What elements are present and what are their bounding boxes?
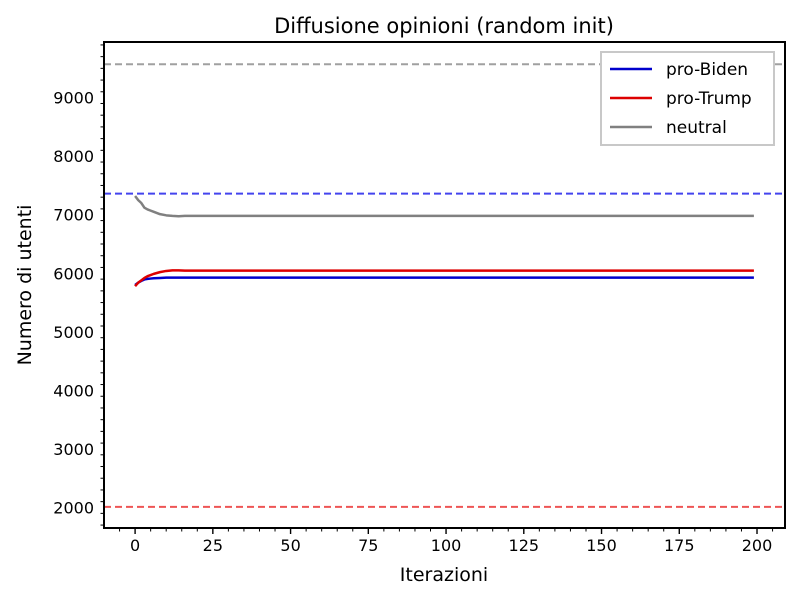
y-tick-label: 5000 — [53, 323, 94, 342]
x-axis-label: Iterazioni — [400, 564, 488, 586]
legend-label-pro-trump: pro-Trump — [666, 89, 752, 109]
y-tick-label: 4000 — [53, 381, 94, 400]
x-tick-label: 100 — [431, 536, 462, 555]
plot-frame — [103, 41, 786, 529]
legend: pro-Biden pro-Trump neutral — [600, 51, 775, 146]
y-tick-label: 7000 — [53, 206, 94, 225]
x-tick-label: 50 — [280, 536, 300, 555]
y-tick-label: 3000 — [53, 440, 94, 459]
x-tick-label: 150 — [586, 536, 617, 555]
y-axis-ticks: 2000 3000 4000 5000 6000 7000 8000 9000 — [53, 44, 104, 526]
x-tick-label: 75 — [358, 536, 378, 555]
x-tick-label: 25 — [203, 536, 223, 555]
chart-title: Diffusione opinioni (random init) — [274, 14, 614, 38]
plot-area: 0 25 50 75 100 125 150 175 200 2000 3000 4000 5000 6… — [53, 41, 786, 555]
y-tick-label: 2000 — [53, 499, 94, 518]
y-axis-label: Numero di utenti — [14, 205, 36, 366]
x-tick-label: 200 — [742, 536, 773, 555]
y-tick-label: 6000 — [53, 264, 94, 283]
series-line-neutral — [134, 195, 754, 218]
x-tick-label: 0 — [130, 536, 140, 555]
y-tick-label: 9000 — [53, 89, 94, 108]
x-tick-label: 175 — [664, 536, 695, 555]
legend-label-neutral: neutral — [666, 118, 727, 138]
x-axis-ticks: 0 25 50 75 100 125 150 175 200 — [119, 528, 774, 555]
series-line-pro-trump — [134, 269, 754, 287]
x-tick-label: 125 — [509, 536, 540, 555]
legend-label-pro-biden: pro-Biden — [666, 60, 748, 80]
series-lines — [134, 195, 754, 287]
y-tick-label: 8000 — [53, 147, 94, 166]
